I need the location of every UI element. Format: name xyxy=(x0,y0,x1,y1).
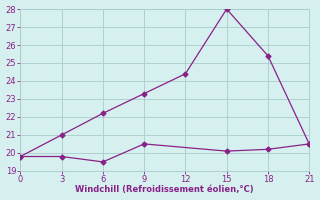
X-axis label: Windchill (Refroidissement éolien,°C): Windchill (Refroidissement éolien,°C) xyxy=(76,185,254,194)
